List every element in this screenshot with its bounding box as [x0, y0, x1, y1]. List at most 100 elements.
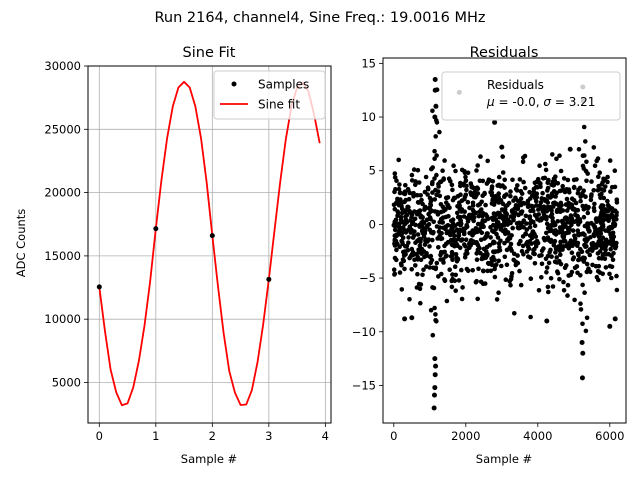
- residual-point: [558, 239, 563, 245]
- residual-point: [503, 231, 508, 237]
- residual-point: [402, 266, 407, 272]
- residual-point: [481, 255, 486, 261]
- residual-point: [538, 200, 544, 205]
- residual-point: [594, 274, 600, 280]
- residual-point: [609, 275, 614, 281]
- residual-point: [470, 203, 476, 208]
- residual-point: [460, 285, 465, 290]
- residual-point: [553, 174, 558, 179]
- residual-point: [480, 211, 486, 216]
- residual-point: [491, 211, 497, 216]
- residual-point: [492, 266, 497, 272]
- residual-point: [527, 215, 533, 221]
- residual-point: [584, 178, 589, 184]
- residual-point: [501, 217, 507, 222]
- residual-point: [434, 153, 439, 158]
- residual-point: [581, 188, 586, 193]
- residual-point: [428, 201, 433, 207]
- residual-point: [551, 189, 557, 194]
- residual-point: [391, 267, 397, 273]
- residual-point: [596, 174, 601, 179]
- residual-point: [422, 204, 428, 210]
- residual-point: [502, 177, 508, 183]
- residual-point: [410, 249, 416, 255]
- residual-outlier-point: [607, 323, 613, 329]
- residual-point: [411, 167, 417, 172]
- residual-point: [565, 282, 571, 288]
- sine-fit-x-tick-label: 1: [152, 429, 159, 443]
- residual-point: [584, 204, 590, 210]
- residual-point: [500, 201, 506, 206]
- residual-point: [396, 229, 402, 234]
- residual-point: [580, 163, 586, 169]
- residual-point: [561, 279, 566, 285]
- residual-point: [557, 204, 563, 210]
- residual-point: [430, 108, 435, 114]
- residual-point: [609, 184, 615, 190]
- residual-point: [561, 224, 567, 230]
- residual-outlier-point: [433, 103, 439, 109]
- sine-fit-y-tick-label: 25000: [44, 122, 81, 136]
- residual-point: [545, 185, 551, 191]
- residual-point: [587, 252, 593, 258]
- residuals-legend-stats: μ = -0.0, σ = 3.21: [486, 95, 595, 109]
- residual-point: [554, 209, 560, 214]
- residual-point: [533, 244, 539, 249]
- residual-point: [392, 206, 398, 212]
- residual-point: [474, 185, 480, 190]
- residual-point: [495, 235, 501, 240]
- residual-point: [442, 158, 447, 163]
- residual-point: [565, 293, 570, 298]
- residual-point: [450, 221, 456, 226]
- residual-point: [528, 220, 533, 226]
- residual-point: [465, 219, 471, 224]
- residuals-frame: [382, 57, 627, 424]
- residual-point: [539, 248, 545, 253]
- residual-point: [546, 207, 552, 212]
- sine-fit-line: [98, 80, 321, 407]
- residuals-mean-value: -0.0: [512, 95, 535, 109]
- residual-point: [477, 227, 482, 232]
- residual-point: [573, 200, 579, 206]
- residual-point: [558, 252, 563, 257]
- residuals-legend-box: [441, 71, 621, 121]
- residual-point: [557, 276, 562, 282]
- residual-point: [403, 182, 408, 188]
- residual-point: [599, 239, 604, 245]
- residual-point: [581, 214, 587, 220]
- residuals-y-tick-label: 0: [369, 217, 376, 231]
- residual-point: [433, 266, 439, 272]
- residual-point: [549, 211, 555, 217]
- residual-point: [593, 229, 598, 234]
- residual-point: [445, 223, 451, 228]
- residual-point: [416, 281, 422, 287]
- residual-point: [551, 242, 557, 248]
- residual-point: [599, 203, 605, 208]
- residual-point: [520, 243, 526, 249]
- residual-point: [518, 188, 524, 194]
- residual-point: [612, 168, 618, 173]
- residual-outlier-point: [432, 76, 438, 82]
- residual-point: [396, 202, 402, 208]
- residual-point: [557, 153, 562, 158]
- residual-point: [496, 290, 501, 296]
- residual-point: [399, 199, 404, 205]
- residual-point: [392, 189, 397, 195]
- residual-point: [437, 225, 443, 230]
- residual-point: [525, 204, 531, 209]
- residual-point: [455, 214, 461, 220]
- residual-point: [456, 278, 462, 283]
- residual-point: [555, 244, 561, 249]
- residual-point: [478, 279, 484, 285]
- residual-point: [416, 249, 422, 255]
- residual-point: [489, 260, 494, 265]
- residual-point: [521, 179, 526, 185]
- residual-point: [467, 230, 472, 236]
- residuals-y-tick-label: 5: [369, 164, 376, 178]
- residual-point: [605, 239, 610, 245]
- sine-fit-axes: Sine Fit Sample # ADC Counts 0 1 2 3 4 5000 10…: [14, 45, 332, 466]
- residual-outlier-point: [433, 363, 439, 369]
- residual-point: [415, 167, 421, 173]
- residual-point: [409, 172, 415, 178]
